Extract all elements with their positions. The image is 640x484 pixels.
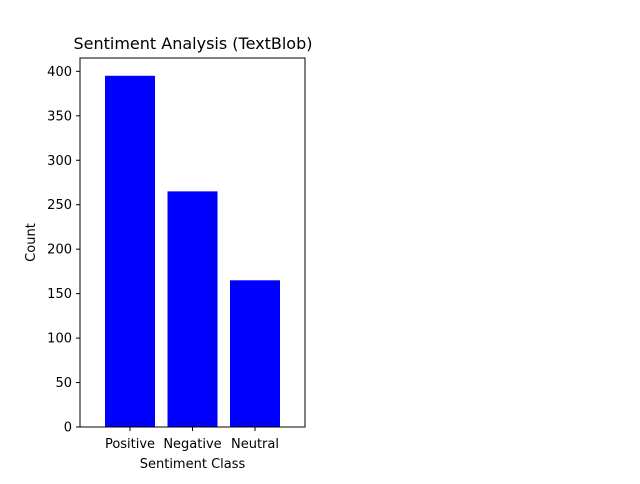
y-tick-label: 400 xyxy=(47,65,72,80)
y-axis-label: Count xyxy=(24,223,39,262)
y-tick-label: 350 xyxy=(47,109,72,124)
y-tick-label: 50 xyxy=(55,376,72,391)
y-tick-label: 250 xyxy=(47,198,72,213)
x-tick-label-negative: Negative xyxy=(163,437,221,452)
x-axis-label: Sentiment Class xyxy=(140,457,246,472)
y-tick-label: 200 xyxy=(47,243,72,258)
x-axis: Positive Negative Neutral xyxy=(105,427,279,452)
y-tick-label: 300 xyxy=(47,154,72,169)
y-tick-label: 100 xyxy=(47,332,72,347)
bar-negative xyxy=(167,191,218,427)
bar-neutral xyxy=(230,280,280,427)
plot-frame xyxy=(79,57,306,428)
y-tick-label: 0 xyxy=(64,421,72,436)
bars-layer xyxy=(105,75,280,427)
y-tick-label: 150 xyxy=(47,287,72,302)
chart-title: Sentiment Analysis (TextBlob) xyxy=(73,34,312,53)
bar-positive xyxy=(105,75,155,427)
x-tick-label-positive: Positive xyxy=(105,437,155,452)
y-axis: 0 50 100 150 200 250 300 350 400 xyxy=(47,65,80,436)
x-tick-label-neutral: Neutral xyxy=(231,437,279,452)
